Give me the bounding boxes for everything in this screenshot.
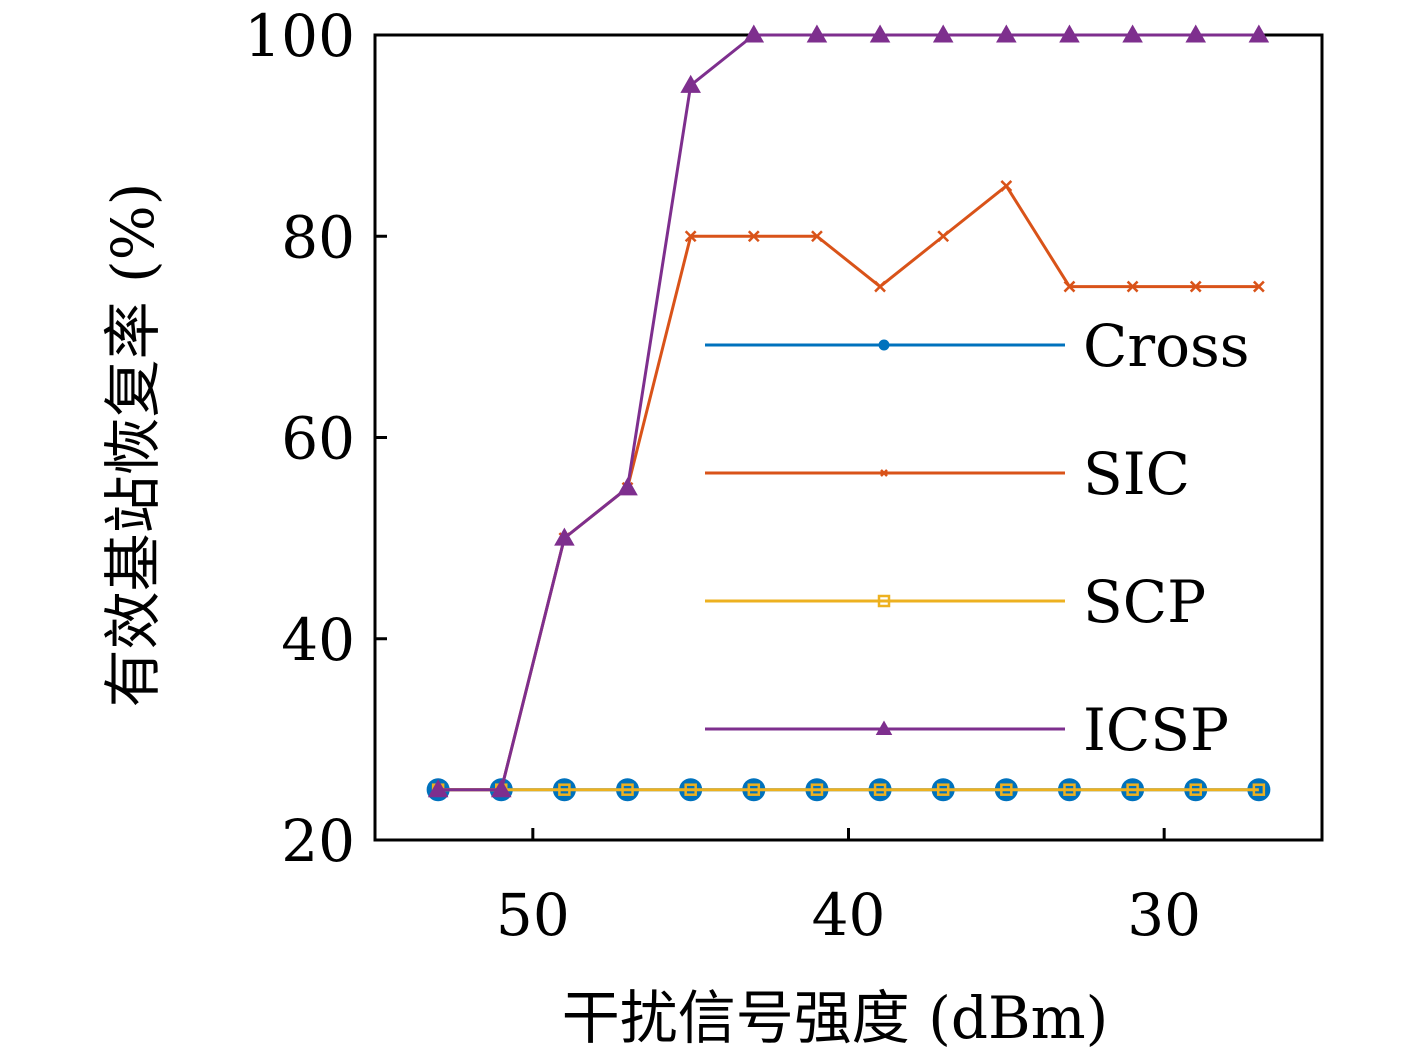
icsp-point [1185,24,1207,43]
legend-item-cross: Cross [705,312,1250,380]
sic-point [1189,280,1202,293]
icsp-point [932,24,954,43]
legend-marker-icsp [875,720,893,735]
icsp-point [617,477,638,496]
sic-point [1000,180,1013,192]
legend-label-sic: SIC [1083,440,1190,508]
sic-point [747,230,760,243]
icsp-point [1248,24,1270,43]
axis-ticks: 20 40 60 80 100 50 40 30 [244,2,1201,949]
sic-point [1126,280,1139,293]
icsp-point [490,779,512,798]
scp-point [1063,783,1076,796]
scp-point [810,783,824,796]
legend-item-scp: SCP [705,568,1206,636]
y-tick-label: 40 [281,606,355,674]
legend: Cross SIC SCP ICSP [705,312,1250,764]
series-line-icsp [438,33,1259,792]
sic-point [937,230,950,243]
legend-marker-sic [880,469,888,477]
scp-point [684,783,697,796]
legend-marker-cross [878,339,890,351]
scp-point [936,783,950,796]
icsp-point [869,24,891,43]
legend-label-cross: Cross [1083,312,1250,380]
icsp-point [680,74,701,93]
x-axis-label: 干扰信号强度 (dBm) [562,984,1108,1052]
scp-point [873,783,887,796]
sic-point [1063,280,1076,293]
series-icsp [427,24,1270,798]
x-tick-label: 40 [812,881,886,949]
scp-point [558,783,571,796]
scp-point [1000,783,1013,796]
scp-point [1189,783,1202,796]
sic-point [684,230,697,243]
legend-item-sic: SIC [705,440,1190,508]
y-tick-label: 20 [281,807,355,875]
y-tick-label: 60 [281,405,355,473]
icsp-point [1122,24,1143,43]
x-tick-label: 50 [496,881,570,949]
icsp-point [1059,24,1080,43]
icsp-point [554,527,575,546]
y-tick-label: 80 [281,203,355,271]
scp-point [621,783,634,796]
sic-point [874,280,886,293]
scp-point [1252,783,1266,796]
plot-area [426,24,1271,802]
icsp-point [996,24,1017,43]
icsp-point [806,24,828,43]
scp-point [747,783,761,796]
icsp-point [427,779,449,798]
sic-point [1252,280,1265,293]
legend-label-scp: SCP [1083,568,1206,636]
y-axis-label: 有效基站恢复率 (%) [99,183,167,708]
legend-marker-scp [877,594,891,608]
icsp-point [743,24,765,43]
sic-point [811,230,823,243]
legend-item-icsp: ICSP [705,696,1229,764]
scp-point [1126,783,1139,796]
y-tick-label: 100 [244,2,355,70]
legend-label-icsp: ICSP [1083,696,1229,764]
x-tick-label: 30 [1127,881,1201,949]
